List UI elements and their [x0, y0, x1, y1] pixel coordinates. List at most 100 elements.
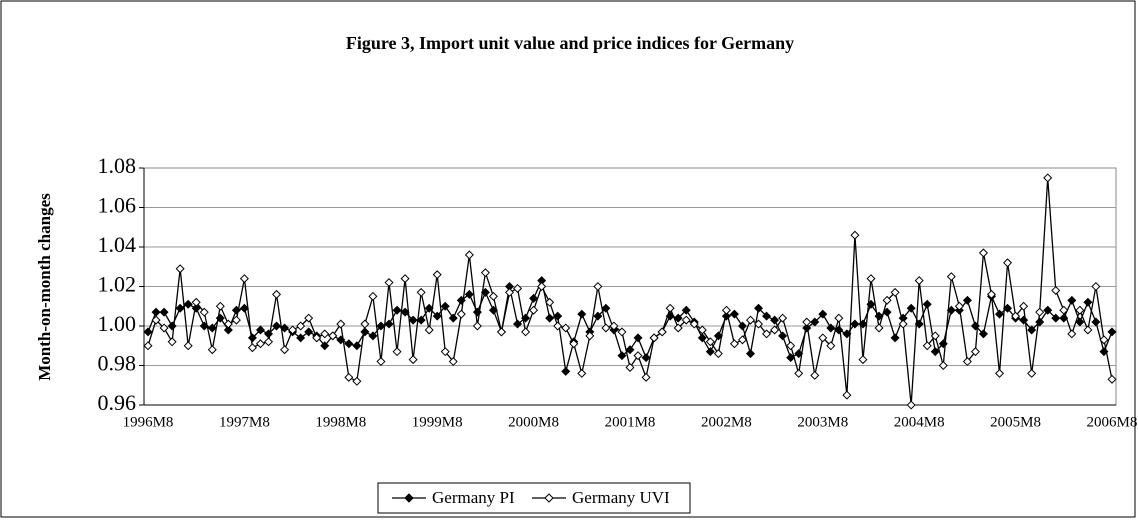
series-marker	[970, 347, 980, 357]
y-axis-label: Month-on-month changes	[35, 193, 54, 381]
series-marker	[521, 327, 531, 337]
x-tick-label: 1996M8	[123, 414, 174, 430]
series-marker	[143, 341, 153, 351]
series-marker	[1075, 317, 1085, 327]
series-marker	[416, 287, 426, 297]
series-marker	[762, 329, 772, 339]
series-marker	[432, 311, 442, 321]
series-marker	[561, 366, 571, 376]
series-marker	[737, 335, 747, 345]
x-tick-label: 2003M8	[797, 414, 848, 430]
series-marker	[529, 293, 539, 303]
series-marker	[754, 319, 764, 329]
series-marker	[689, 319, 699, 329]
series-marker	[882, 295, 892, 305]
series-marker	[1059, 305, 1069, 315]
series-marker	[215, 301, 225, 311]
series-marker	[223, 325, 233, 335]
series-marker	[207, 345, 217, 355]
series-marker	[786, 341, 796, 351]
series-marker	[906, 400, 916, 410]
series-marker	[794, 349, 804, 359]
series-marker	[665, 303, 675, 313]
series-marker	[1083, 325, 1093, 335]
series-marker	[1083, 297, 1093, 307]
series-marker	[681, 315, 691, 325]
x-tick-label: 2005M8	[990, 414, 1041, 430]
x-tick-label: 2001M8	[605, 414, 656, 430]
series-marker	[368, 331, 378, 341]
series-marker	[1107, 327, 1117, 337]
series-marker	[802, 317, 812, 327]
series-marker	[255, 339, 265, 349]
series-marker	[513, 319, 523, 329]
series-marker	[1051, 313, 1061, 323]
series-marker	[280, 323, 290, 333]
series-marker	[898, 319, 908, 329]
series-marker	[810, 370, 820, 380]
series-marker	[207, 323, 217, 333]
series-marker	[1043, 305, 1053, 315]
series-marker	[995, 309, 1005, 319]
series-marker	[167, 337, 177, 347]
series-marker	[231, 315, 241, 325]
series-marker	[264, 337, 274, 347]
series-marker	[978, 248, 988, 258]
x-tick-label: 2000M8	[508, 414, 559, 430]
y-tick-label: 1.00	[98, 311, 137, 336]
series-marker	[1075, 305, 1085, 315]
series-marker	[729, 339, 739, 349]
series-marker	[609, 321, 619, 331]
series-marker	[593, 281, 603, 292]
series-marker	[368, 291, 378, 301]
series-marker	[440, 347, 450, 357]
series-marker	[392, 305, 402, 315]
series-marker	[529, 305, 539, 315]
series-marker	[713, 331, 723, 341]
series-marker	[625, 345, 635, 355]
series-marker	[577, 368, 587, 378]
series-marker	[496, 327, 506, 337]
series-marker	[304, 327, 314, 337]
series-marker	[649, 333, 659, 343]
series-marker	[601, 303, 611, 313]
series-marker	[866, 274, 876, 284]
series-marker	[802, 323, 812, 333]
series-marker	[697, 333, 707, 343]
series-marker	[183, 299, 193, 309]
series-marker	[858, 355, 868, 365]
series-marker	[464, 250, 474, 260]
series-marker	[553, 311, 563, 321]
series-marker	[778, 331, 788, 341]
series-marker	[183, 341, 193, 351]
chart-title: Figure 3, Import unit value and price in…	[346, 33, 794, 53]
series-marker	[472, 321, 482, 331]
series-marker	[247, 333, 257, 343]
series-marker	[1091, 281, 1101, 292]
series-marker	[143, 327, 153, 337]
series-marker	[400, 307, 410, 317]
series-marker	[320, 329, 330, 339]
series-marker	[360, 327, 370, 337]
series-marker	[818, 333, 828, 343]
series-marker	[890, 333, 900, 343]
series-marker	[247, 343, 257, 353]
series-marker	[633, 351, 643, 361]
y-tick-label: 1.08	[98, 153, 137, 178]
series-marker	[312, 333, 322, 343]
series-marker	[352, 376, 362, 386]
series-marker	[834, 313, 844, 323]
series-marker	[1027, 325, 1037, 335]
series-marker	[914, 276, 924, 286]
series-marker	[770, 315, 780, 325]
series-marker	[384, 319, 394, 329]
series-marker	[255, 325, 265, 335]
series-marker	[320, 341, 330, 351]
series-marker	[930, 347, 940, 357]
series-marker	[906, 303, 916, 313]
series-marker	[1003, 258, 1013, 268]
series-marker	[1107, 374, 1117, 384]
series-marker	[513, 283, 523, 293]
series-marker	[585, 331, 595, 341]
series-marker	[625, 362, 635, 372]
